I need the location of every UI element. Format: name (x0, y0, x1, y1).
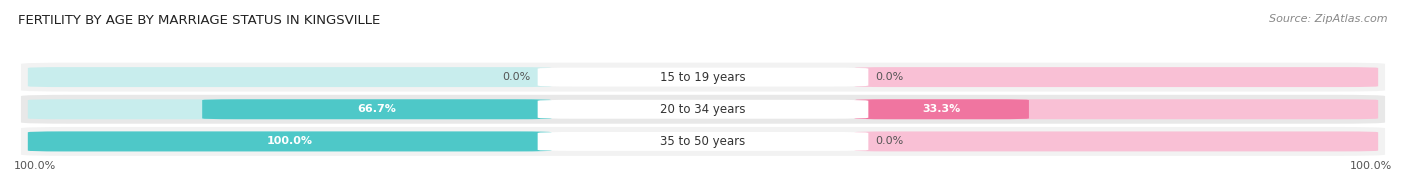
Text: 0.0%: 0.0% (502, 72, 531, 82)
FancyBboxPatch shape (537, 132, 869, 151)
Text: 35 to 50 years: 35 to 50 years (661, 135, 745, 148)
FancyBboxPatch shape (855, 99, 1029, 119)
FancyBboxPatch shape (855, 99, 1378, 119)
Text: FERTILITY BY AGE BY MARRIAGE STATUS IN KINGSVILLE: FERTILITY BY AGE BY MARRIAGE STATUS IN K… (18, 14, 381, 27)
Text: 33.3%: 33.3% (922, 104, 960, 114)
Text: 20 to 34 years: 20 to 34 years (661, 103, 745, 116)
Text: 100.0%: 100.0% (267, 136, 312, 146)
FancyBboxPatch shape (28, 99, 551, 119)
FancyBboxPatch shape (855, 132, 1378, 151)
Text: 0.0%: 0.0% (875, 136, 904, 146)
FancyBboxPatch shape (202, 99, 551, 119)
FancyBboxPatch shape (21, 95, 1385, 124)
FancyBboxPatch shape (28, 67, 551, 87)
FancyBboxPatch shape (537, 100, 869, 119)
FancyBboxPatch shape (21, 127, 1385, 156)
Text: 66.7%: 66.7% (357, 104, 396, 114)
Text: 0.0%: 0.0% (875, 72, 904, 82)
FancyBboxPatch shape (28, 132, 551, 151)
Text: 15 to 19 years: 15 to 19 years (661, 71, 745, 83)
FancyBboxPatch shape (855, 67, 1378, 87)
Text: Source: ZipAtlas.com: Source: ZipAtlas.com (1270, 14, 1388, 24)
FancyBboxPatch shape (537, 68, 869, 87)
FancyBboxPatch shape (21, 63, 1385, 92)
FancyBboxPatch shape (28, 132, 551, 151)
Text: 100.0%: 100.0% (14, 161, 56, 171)
Text: 100.0%: 100.0% (1350, 161, 1392, 171)
